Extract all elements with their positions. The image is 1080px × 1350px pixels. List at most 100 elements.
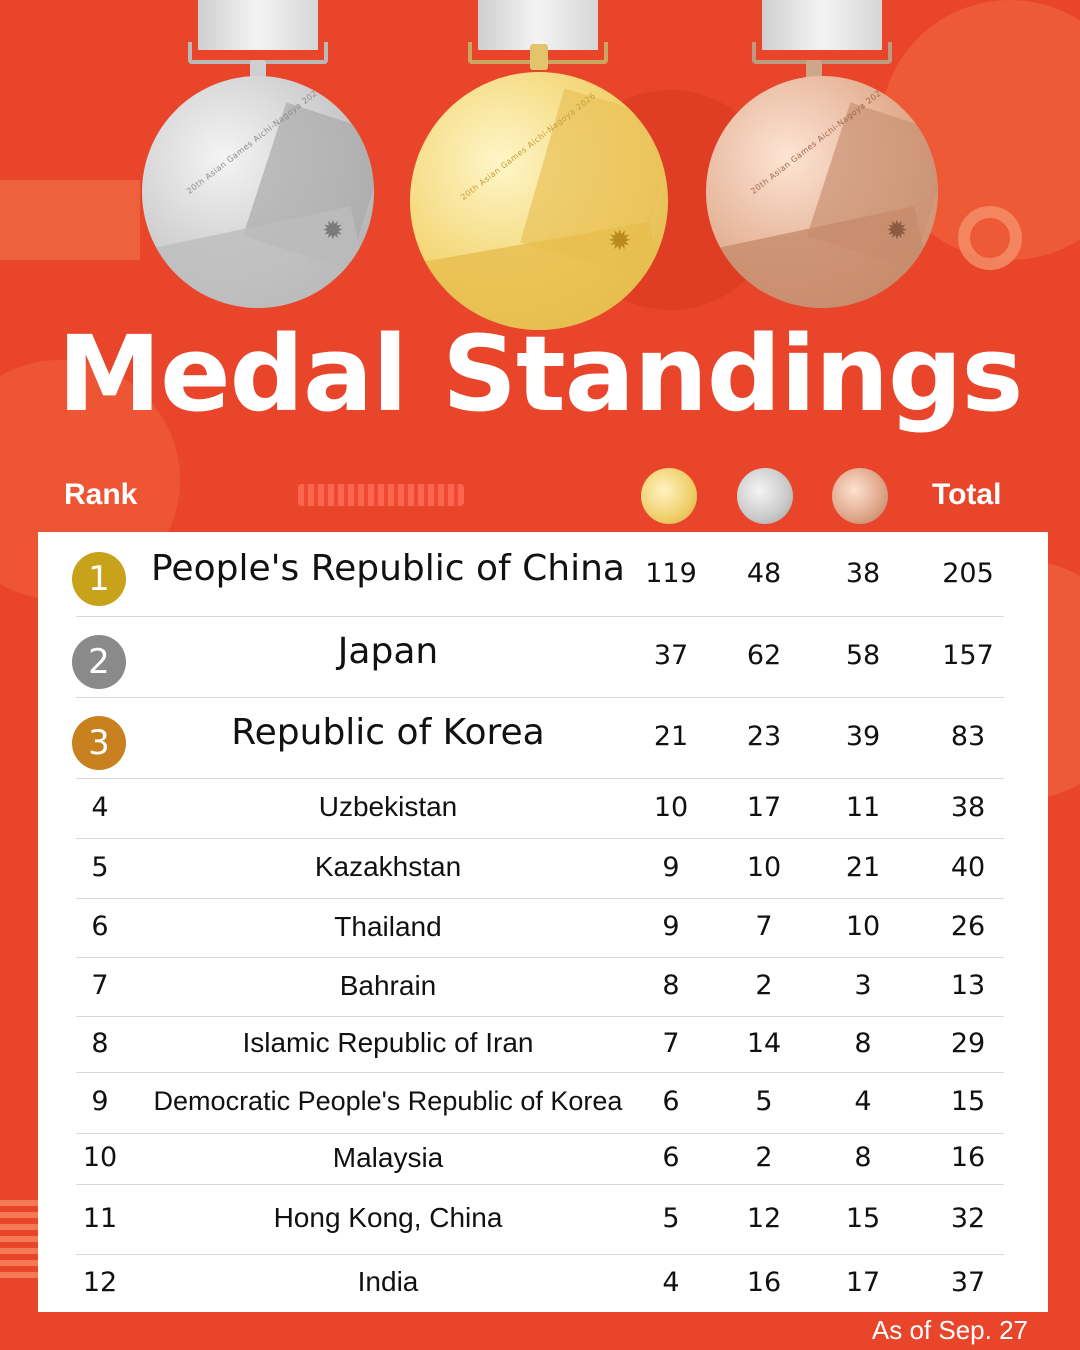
bronze-count-cell: 4 bbox=[854, 1086, 872, 1118]
silver-medal-icon bbox=[737, 468, 793, 524]
rank-cell: 4 bbox=[91, 791, 109, 823]
page-title: Medal Standings bbox=[57, 313, 1024, 435]
row-divider bbox=[76, 838, 1004, 839]
total-count-cell: 157 bbox=[942, 640, 994, 672]
bronze-count-cell: 10 bbox=[845, 911, 881, 943]
rank-cell: 9 bbox=[91, 1086, 109, 1118]
rank-cell: 8 bbox=[91, 1027, 109, 1059]
table-row: 1 People's Republic of China 119 48 38 205 bbox=[38, 532, 1048, 616]
gold-count-cell: 7 bbox=[662, 1027, 680, 1059]
bronze-medal-image: 20th Asian Games Aichi-Nagoya 2026 ✹ bbox=[706, 76, 938, 308]
total-count-cell: 16 bbox=[950, 1142, 986, 1174]
country-cell: Bahrain bbox=[339, 969, 437, 1001]
table-row: 3 Republic of Korea 21 23 39 83 bbox=[38, 697, 1048, 778]
as-of-date: As of Sep. 27 bbox=[871, 1315, 1028, 1345]
rank-cell: 5 bbox=[91, 851, 109, 883]
standings-table: 1 People's Republic of China 119 48 38 205 2 Ja… bbox=[38, 532, 1048, 1312]
row-divider bbox=[76, 1072, 1004, 1073]
row-divider bbox=[76, 1133, 1004, 1134]
country-cell: Democratic People's Republic of Korea bbox=[153, 1085, 623, 1116]
sun-emblem-icon: ✹ bbox=[322, 216, 344, 246]
total-count-cell: 29 bbox=[950, 1027, 986, 1059]
rank-cell: 10 bbox=[82, 1142, 118, 1174]
bg-band-left bbox=[0, 180, 140, 260]
table-row: 2 Japan 37 62 58 157 bbox=[38, 616, 1048, 697]
table-row: 12 India 4 16 17 37 bbox=[38, 1254, 1048, 1312]
rank-cell: 6 bbox=[91, 911, 109, 943]
gold-count-cell: 9 bbox=[662, 851, 680, 883]
gold-count-cell: 8 bbox=[662, 970, 680, 1002]
silver-count-cell: 23 bbox=[746, 721, 782, 753]
total-count-cell: 83 bbox=[950, 721, 986, 753]
gold-count-cell: 4 bbox=[662, 1266, 680, 1298]
country-cell: Islamic Republic of Iran bbox=[242, 1027, 534, 1059]
row-divider bbox=[76, 898, 1004, 899]
table-row: 10 Malaysia 6 2 8 16 bbox=[38, 1133, 1048, 1184]
table-row: 8 Islamic Republic of Iran 7 14 8 29 bbox=[38, 1016, 1048, 1072]
gold-count-cell: 6 bbox=[662, 1142, 680, 1174]
silver-medal-image: 20th Asian Games Aichi-Nagoya 2026 ✹ bbox=[142, 76, 374, 308]
bronze-count-cell: 8 bbox=[854, 1142, 872, 1174]
rank-badge: 3 bbox=[72, 715, 126, 770]
gold-count-cell: 21 bbox=[653, 721, 689, 753]
total-count-cell: 15 bbox=[950, 1086, 986, 1118]
bg-stripes-left bbox=[0, 1200, 38, 1280]
gold-count-cell: 9 bbox=[662, 911, 680, 943]
gold-ribbon bbox=[478, 0, 598, 50]
silver-count-cell: 16 bbox=[746, 1266, 782, 1298]
total-count-cell: 205 bbox=[942, 557, 994, 589]
table-row: 5 Kazakhstan 9 10 21 40 bbox=[38, 838, 1048, 898]
silver-count-cell: 5 bbox=[755, 1086, 773, 1118]
bronze-count-cell: 58 bbox=[845, 640, 881, 672]
table-row: 11 Hong Kong, China 5 12 15 32 bbox=[38, 1184, 1048, 1254]
rank-badge: 2 bbox=[72, 634, 126, 689]
rank-cell: 12 bbox=[82, 1266, 118, 1298]
table-row: 9 Democratic People's Republic of Korea 6 5… bbox=[38, 1072, 1048, 1133]
row-divider bbox=[76, 957, 1004, 958]
table-row: 7 Bahrain 8 2 3 13 bbox=[38, 957, 1048, 1016]
row-divider bbox=[76, 1254, 1004, 1255]
row-divider bbox=[76, 1184, 1004, 1185]
country-cell: Republic of Korea bbox=[231, 711, 545, 753]
bronze-count-cell: 15 bbox=[845, 1202, 881, 1234]
rank-header: Rank bbox=[64, 478, 138, 511]
bronze-count-cell: 21 bbox=[845, 851, 881, 883]
bronze-count-cell: 17 bbox=[845, 1266, 881, 1298]
gold-count-cell: 5 bbox=[662, 1202, 680, 1234]
silver-count-cell: 12 bbox=[746, 1202, 782, 1234]
country-cell: Hong Kong, China bbox=[273, 1202, 503, 1234]
country-cell: Uzbekistan bbox=[318, 791, 458, 823]
silver-count-cell: 2 bbox=[755, 1142, 773, 1174]
silver-count-cell: 2 bbox=[755, 970, 773, 1002]
total-count-cell: 13 bbox=[950, 970, 986, 1002]
bronze-count-cell: 8 bbox=[854, 1027, 872, 1059]
gold-medal-image: 20th Asian Games Aichi-Nagoya 2026 ✹ bbox=[410, 72, 668, 330]
total-count-cell: 32 bbox=[950, 1202, 986, 1234]
silver-count-cell: 17 bbox=[746, 791, 782, 823]
gold-medal-loop bbox=[530, 44, 548, 70]
bronze-ribbon bbox=[762, 0, 882, 50]
silver-count-cell: 48 bbox=[746, 557, 782, 589]
bronze-ribbon-clip bbox=[752, 42, 892, 64]
total-count-cell: 38 bbox=[950, 791, 986, 823]
country-cell: Kazakhstan bbox=[314, 851, 462, 883]
silver-ribbon bbox=[198, 0, 318, 50]
bronze-count-cell: 11 bbox=[845, 791, 881, 823]
table-row: 6 Thailand 9 7 10 26 bbox=[38, 898, 1048, 957]
silver-count-cell: 62 bbox=[746, 640, 782, 672]
gold-count-cell: 6 bbox=[662, 1086, 680, 1118]
gold-count-cell: 119 bbox=[645, 557, 697, 589]
sun-emblem-icon: ✹ bbox=[608, 224, 632, 257]
country-cell: Malaysia bbox=[332, 1141, 444, 1173]
gold-count-cell: 10 bbox=[653, 791, 689, 823]
country-cell: Thailand bbox=[334, 910, 442, 942]
country-cell: India bbox=[357, 1266, 419, 1298]
bronze-medal-icon bbox=[832, 468, 888, 524]
total-count-cell: 40 bbox=[950, 851, 986, 883]
total-count-cell: 26 bbox=[950, 911, 986, 943]
bronze-count-cell: 39 bbox=[845, 721, 881, 753]
silver-count-cell: 10 bbox=[746, 851, 782, 883]
total-header: Total bbox=[932, 478, 1002, 511]
sun-emblem-icon: ✹ bbox=[886, 216, 908, 246]
